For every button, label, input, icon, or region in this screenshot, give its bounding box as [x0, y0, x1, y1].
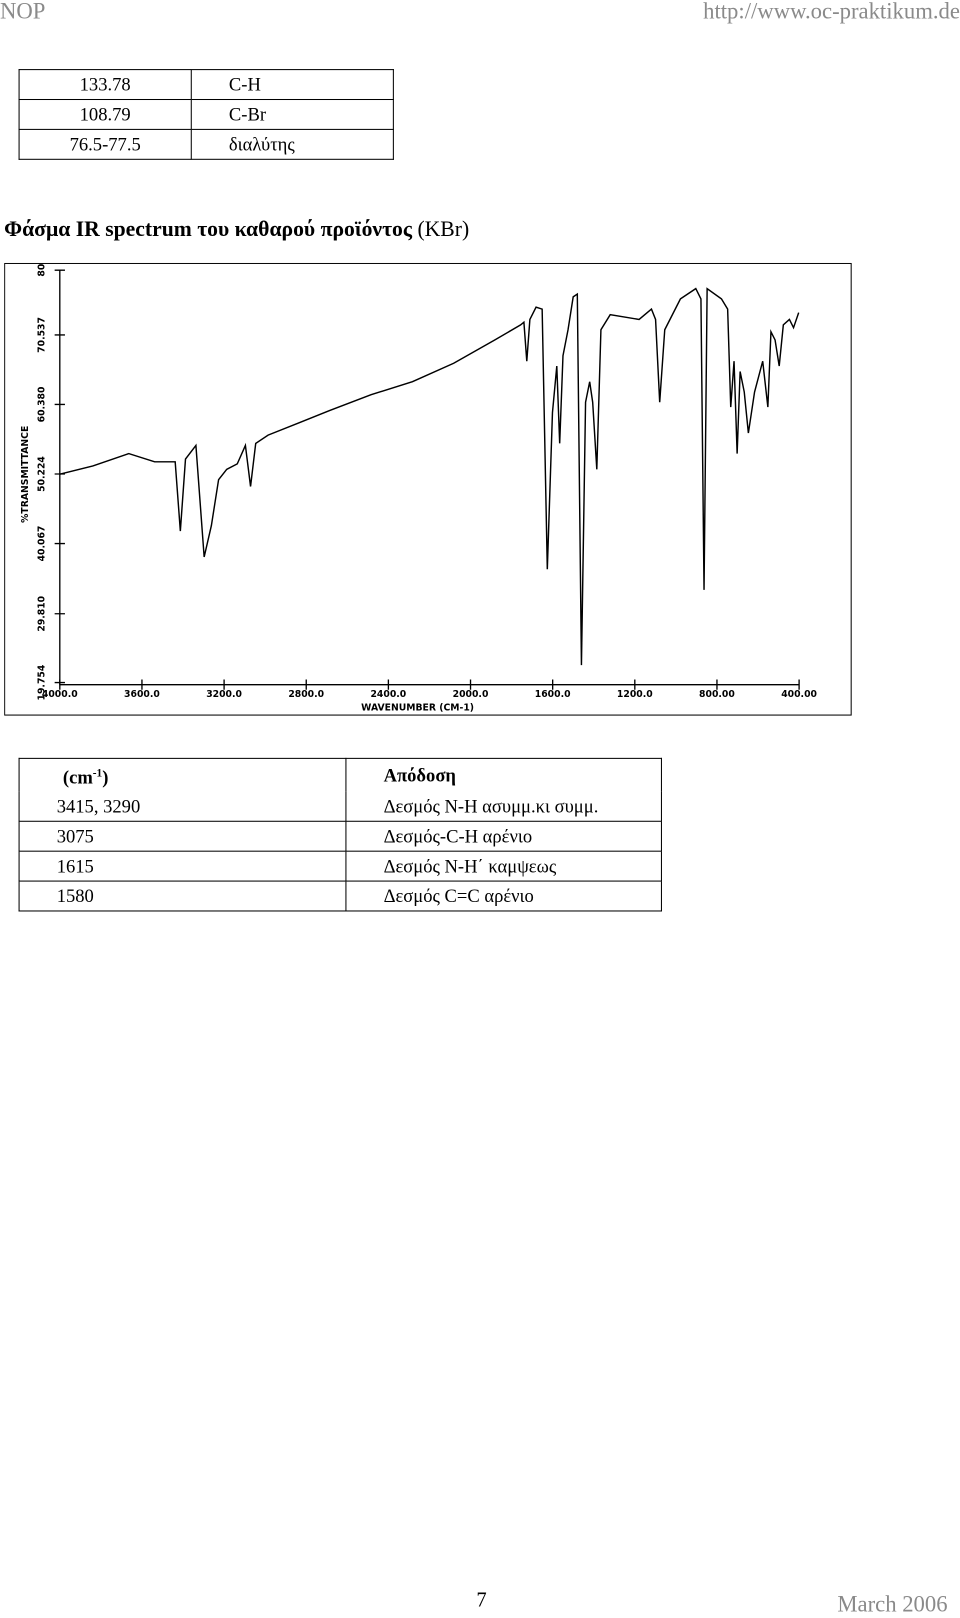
nmr-row: 133.78 C-H [18, 69, 394, 101]
x-tick-label: 2400.0 [370, 689, 406, 700]
x-tick-label: 3600.0 [124, 689, 160, 700]
header-left: NOP [0, 0, 46, 24]
heading-title: Φάσμα IR spectrum του καθαρού προϊόντος [4, 216, 413, 242]
unit-exp: -1 [92, 767, 103, 780]
x-tick-label: 1200.0 [617, 689, 653, 700]
ir-table: (cm-1) Απόδοση 3415, 3290 Δεσμός N-H ασυμ… [18, 757, 662, 912]
x-tick-label: 2000.0 [453, 689, 489, 700]
x-tick-label: 800.00 [699, 689, 735, 700]
x-tick-label: 1600.0 [535, 689, 571, 700]
ir-row: 1580 Δεσμός C=C αρένιο [18, 880, 662, 912]
assignment: Δεσμός C=C αρένιο [345, 880, 662, 912]
wavenumber: 1580 [18, 880, 347, 912]
ir-row: 3415, 3290 Δεσμός N-H ασυμμ.κι συμμ. [18, 791, 662, 822]
x-tick-label: 3200.0 [206, 689, 242, 700]
nmr-table: 133.78 C-H 108.79 C-Br 76.5-77.5 διαλύτης [18, 69, 394, 160]
unit-open: (cm [62, 767, 93, 788]
y-tick-label: 60.380 [36, 387, 47, 423]
shift: 76.5-77.5 [18, 128, 192, 160]
nmr-row: 76.5-77.5 διαλύτης [18, 128, 394, 160]
heading: Φάσμα IR spectrum του καθαρού προϊόντος … [4, 217, 469, 243]
unit-header: (cm-1) [18, 757, 347, 792]
x-tick-label: 4000.0 [42, 689, 78, 700]
ir-chart: %TRANSMITTANCE WAVENUMBER (CM-1) 19.754 2… [4, 262, 852, 716]
page-number: 7 [476, 1588, 487, 1612]
nmr-row: 108.79 C-Br [18, 98, 394, 130]
ir-row: 1615 Δεσμός N-H΄ καμψεως [18, 850, 662, 882]
spectrum-line [59, 287, 800, 666]
header-right: http://www.oc-praktikum.de [703, 0, 960, 24]
shift: 133.78 [18, 69, 192, 101]
assignment: Δεσμός N-H ασυμμ.κι συμμ. [345, 791, 662, 822]
x-tick-label: 400.00 [781, 689, 817, 700]
y-tick-label: 70.537 [36, 317, 47, 353]
wavenumber: 1615 [18, 850, 347, 882]
assignment: διαλύτης [190, 128, 394, 160]
assign-header: Απόδοση [345, 757, 662, 792]
assignment: Δεσμός-C-H αρένιο [345, 820, 662, 852]
assignment: C-Br [190, 98, 394, 130]
assignment: Δεσμός N-H΄ καμψεως [345, 850, 662, 882]
ir-row: 3075 Δεσμός-C-H αρένιο [18, 820, 662, 852]
chart-frame [4, 262, 852, 716]
wavenumber: 3415, 3290 [18, 791, 347, 822]
unit-close: ) [102, 767, 109, 788]
y-axis-label: %TRANSMITTANCE [20, 426, 31, 523]
y-tick-label: 29.810 [36, 596, 47, 632]
y-tick-label: 40.067 [36, 526, 47, 562]
x-tick-label: 2800.0 [288, 689, 324, 700]
x-axis-label: WAVENUMBER (CM-1) [361, 702, 474, 713]
y-tick-label: 50.224 [36, 456, 47, 492]
y-tick-label: 19.754 [36, 664, 47, 700]
wavenumber: 3075 [18, 820, 347, 852]
assignment: C-H [190, 69, 394, 101]
footer-date: March 2006 [837, 1590, 948, 1617]
shift: 108.79 [18, 98, 192, 130]
y-tick-label: 80 [36, 264, 47, 277]
heading-suffix: (KBr) [417, 216, 470, 242]
